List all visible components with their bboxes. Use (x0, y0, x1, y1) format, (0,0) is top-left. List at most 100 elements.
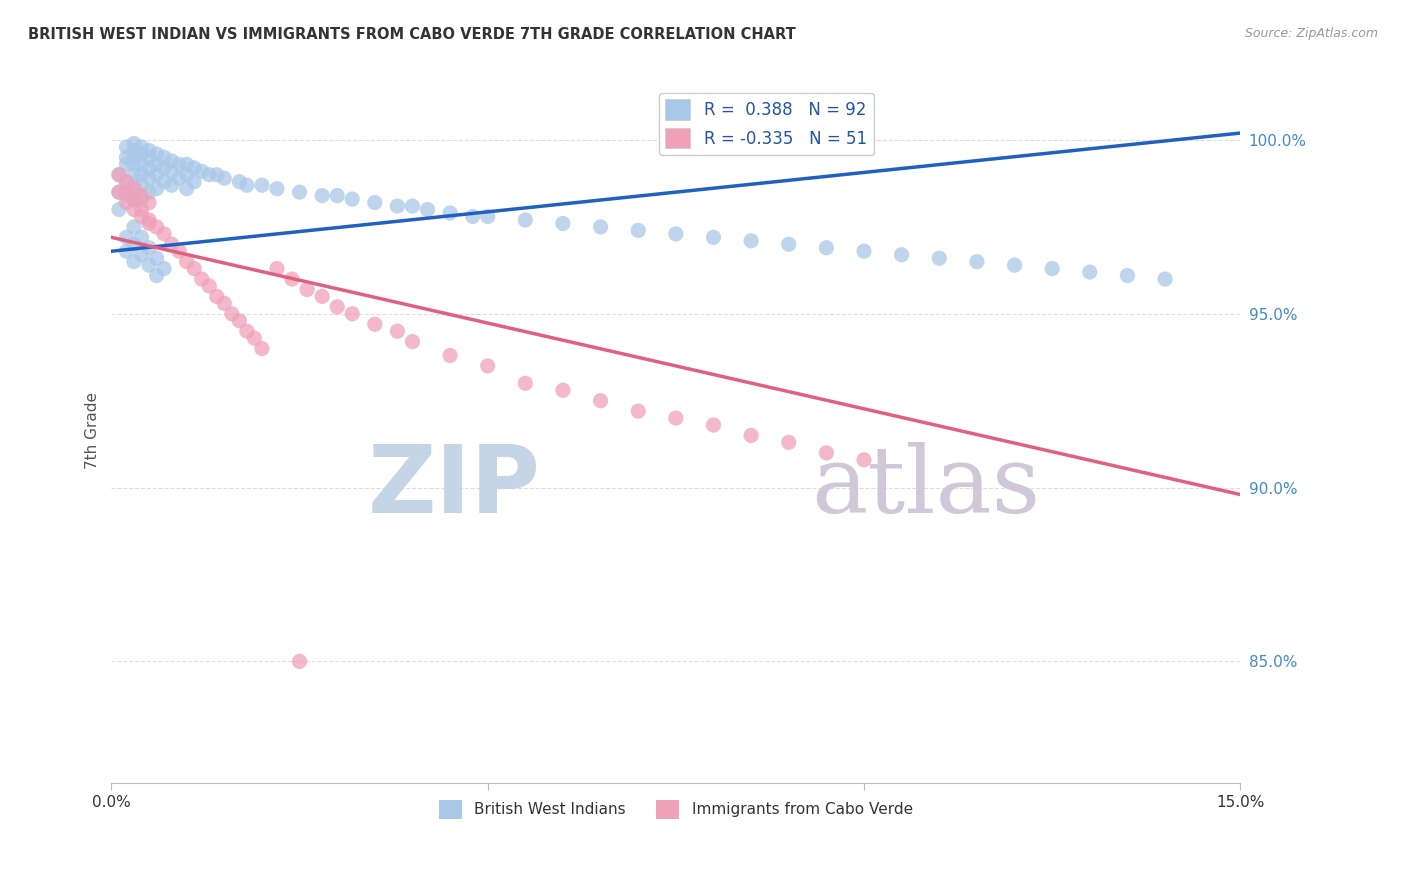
Point (401, 199, 423, 213)
Point (122, 237, 145, 252)
Point (122, 192, 145, 206)
Point (311, 188, 333, 202)
Point (326, 300, 349, 314)
Point (108, 202, 131, 217)
Y-axis label: 7th Grade: 7th Grade (86, 392, 100, 468)
Point (205, 289, 228, 303)
Point (477, 359, 499, 373)
Point (160, 164, 183, 178)
Point (131, 248, 153, 262)
Point (890, 248, 912, 262)
Point (387, 199, 409, 213)
Point (228, 175, 250, 189)
Point (145, 268, 167, 283)
Point (122, 150, 145, 164)
Point (108, 185, 131, 199)
Point (1040, 261, 1063, 276)
Point (342, 307, 364, 321)
Point (138, 195, 160, 210)
Point (115, 140, 138, 154)
Point (167, 171, 190, 186)
Point (131, 210, 153, 224)
Point (627, 223, 650, 237)
Point (198, 168, 221, 182)
Point (153, 261, 176, 276)
Point (131, 147, 153, 161)
Text: Source: ZipAtlas.com: Source: ZipAtlas.com (1244, 27, 1378, 40)
Point (665, 227, 688, 241)
Point (176, 254, 198, 268)
Point (160, 237, 183, 252)
Point (815, 446, 838, 460)
Point (160, 153, 183, 168)
Point (214, 296, 236, 310)
Point (627, 404, 650, 418)
Point (122, 136, 145, 151)
Point (190, 272, 212, 286)
Point (190, 164, 212, 178)
Point (198, 279, 221, 293)
Point (740, 428, 762, 442)
Point (928, 251, 950, 265)
Point (160, 178, 183, 193)
Point (108, 168, 131, 182)
Legend: British West Indians, Immigrants from Cabo Verde: British West Indians, Immigrants from Ca… (433, 794, 918, 825)
Point (167, 244, 190, 259)
Point (266, 261, 288, 276)
Point (138, 216, 160, 230)
Point (243, 331, 266, 345)
Point (364, 195, 387, 210)
Point (122, 192, 145, 206)
Point (115, 185, 138, 199)
Point (228, 314, 250, 328)
Point (153, 175, 176, 189)
Point (589, 219, 612, 234)
Point (138, 161, 160, 175)
Point (250, 342, 273, 356)
Point (138, 258, 160, 272)
Point (131, 157, 153, 171)
Point (778, 435, 800, 450)
Point (183, 161, 205, 175)
Point (966, 254, 988, 268)
Point (115, 150, 138, 164)
Point (138, 144, 160, 158)
Point (1116, 268, 1139, 283)
Point (183, 175, 205, 189)
Point (702, 230, 724, 244)
Point (115, 188, 138, 202)
Point (515, 376, 537, 391)
Point (153, 150, 176, 164)
Point (138, 241, 160, 255)
Point (266, 182, 288, 196)
Point (401, 334, 423, 349)
Point (115, 195, 138, 210)
Point (439, 349, 461, 363)
Point (115, 157, 138, 171)
Point (221, 307, 243, 321)
Point (551, 216, 574, 230)
Point (778, 237, 800, 252)
Point (167, 157, 190, 171)
Point (115, 175, 138, 189)
Point (122, 168, 145, 182)
Point (311, 289, 333, 303)
Point (138, 213, 160, 227)
Point (153, 161, 176, 175)
Point (131, 192, 153, 206)
Point (108, 168, 131, 182)
Point (145, 219, 167, 234)
Point (122, 219, 145, 234)
Point (131, 140, 153, 154)
Point (342, 192, 364, 206)
Point (551, 384, 574, 398)
Point (122, 178, 145, 193)
Point (138, 185, 160, 199)
Point (145, 168, 167, 182)
Point (740, 234, 762, 248)
Point (183, 261, 205, 276)
Point (122, 202, 145, 217)
Point (122, 144, 145, 158)
Text: ZIP: ZIP (367, 441, 540, 533)
Point (108, 185, 131, 199)
